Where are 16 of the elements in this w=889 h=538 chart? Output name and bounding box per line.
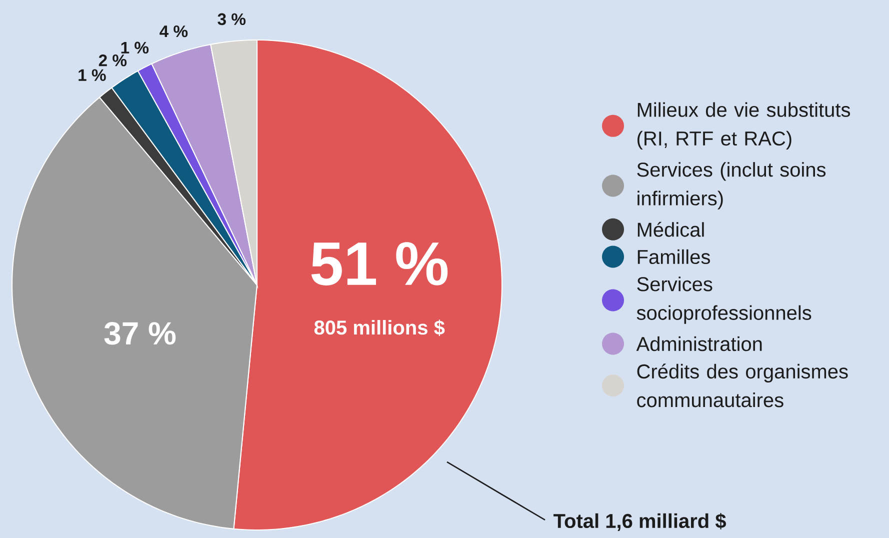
legend-label: Services socioprofessionnels bbox=[636, 276, 812, 324]
legend-label: Crédits des organismes communautaires bbox=[637, 364, 848, 408]
data-label: 3 % bbox=[218, 13, 246, 26]
text: 805 millions $ bbox=[314, 320, 445, 336]
data-label: 1 % bbox=[121, 42, 149, 54]
legend-label: Médical bbox=[638, 222, 704, 237]
legend-label: Milieux de vie substituts (RI, RTF et RAC) bbox=[638, 102, 850, 150]
text: Total 1,6 milliard $ bbox=[554, 513, 726, 531]
data-label: 51 % bbox=[311, 242, 448, 286]
legend-label: Administration bbox=[636, 336, 762, 352]
data-label: 1 % bbox=[78, 69, 106, 81]
data-label: 37 % bbox=[104, 322, 176, 345]
data-label: 2 % bbox=[98, 54, 127, 66]
legend-label: Familles bbox=[638, 249, 710, 264]
legend-label: Services (inclut soins infirmiers) bbox=[637, 162, 826, 210]
data-label: 4 % bbox=[160, 25, 188, 38]
